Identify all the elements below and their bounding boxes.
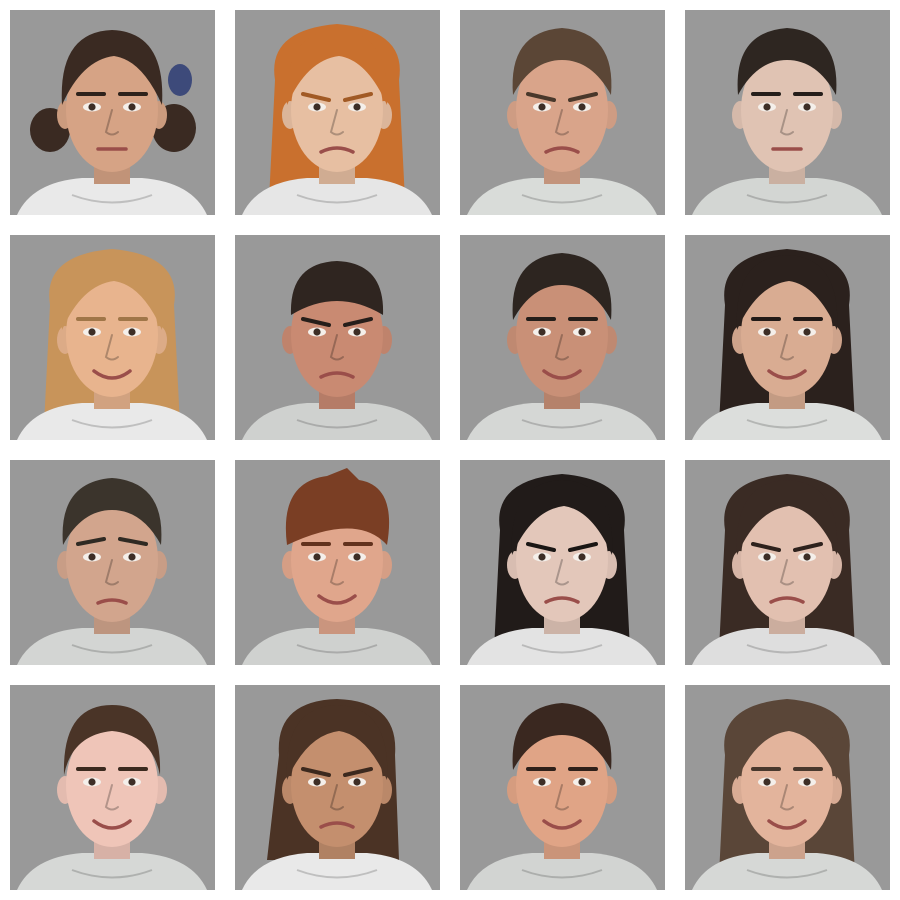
hair bbox=[736, 480, 838, 555]
portrait-image bbox=[692, 28, 882, 215]
photo-grid bbox=[10, 10, 890, 890]
mouth bbox=[319, 821, 355, 829]
face-photo-woman-red-hair bbox=[235, 10, 440, 215]
portrait-image bbox=[242, 468, 432, 665]
portrait-image bbox=[467, 28, 657, 215]
face-photo-man-short-dark-hair bbox=[460, 685, 665, 890]
shirt-collar bbox=[467, 853, 657, 890]
mouth bbox=[767, 819, 807, 830]
portrait-image bbox=[17, 478, 207, 665]
mouth bbox=[542, 369, 582, 380]
shirt-collar bbox=[692, 178, 882, 215]
hair bbox=[286, 30, 388, 105]
shirt-collar bbox=[467, 403, 657, 440]
hair bbox=[511, 480, 613, 555]
shirt-collar bbox=[692, 628, 882, 665]
portrait-image bbox=[692, 474, 882, 665]
portrait-image bbox=[242, 699, 432, 890]
hair bbox=[286, 705, 388, 780]
portrait-image bbox=[242, 24, 432, 215]
portrait-image bbox=[467, 253, 657, 440]
face-photo-man-buzzed-hair bbox=[235, 235, 440, 440]
hair bbox=[61, 255, 163, 330]
portrait-image bbox=[467, 474, 657, 665]
shirt-collar bbox=[242, 853, 432, 890]
face-photo-woman-black-hair bbox=[460, 460, 665, 665]
shirt-collar bbox=[467, 628, 657, 665]
hair bbox=[512, 253, 612, 320]
shirt-collar bbox=[242, 628, 432, 665]
hair bbox=[512, 28, 612, 95]
hair bbox=[285, 468, 390, 545]
mouth bbox=[544, 596, 580, 604]
hair bbox=[290, 261, 384, 315]
shirt-collar bbox=[17, 628, 207, 665]
face-photo-man-stubble bbox=[460, 235, 665, 440]
hair bbox=[737, 28, 837, 95]
mouth bbox=[319, 146, 355, 154]
hair bbox=[63, 705, 161, 775]
face-photo-man-brown-hair bbox=[460, 10, 665, 215]
shirt-collar bbox=[17, 853, 207, 890]
face-photo-woman-dark-hair-updo bbox=[10, 10, 215, 215]
shirt-collar bbox=[692, 853, 882, 890]
hair bbox=[62, 478, 162, 545]
mouth bbox=[317, 594, 357, 605]
mouth bbox=[769, 596, 805, 604]
hair bbox=[61, 30, 163, 105]
shirt-collar bbox=[692, 403, 882, 440]
portrait-image bbox=[242, 261, 432, 440]
portrait-image bbox=[17, 30, 207, 215]
face-photo-man-side-part bbox=[10, 460, 215, 665]
face-photo-man-dark-hair bbox=[685, 10, 890, 215]
shirt-collar bbox=[17, 403, 207, 440]
hair bbox=[736, 705, 838, 780]
shirt-collar bbox=[467, 178, 657, 215]
mouth bbox=[544, 146, 580, 154]
face-photo-woman-brown-bob bbox=[235, 685, 440, 890]
mouth bbox=[319, 371, 355, 379]
face-photo-woman-straight-brown-hair bbox=[685, 685, 890, 890]
portrait-image bbox=[17, 249, 207, 440]
mouth bbox=[92, 819, 132, 830]
face-photo-woman-dark-long-hair bbox=[685, 235, 890, 440]
hair bbox=[736, 255, 838, 330]
shirt-collar bbox=[242, 403, 432, 440]
mouth bbox=[542, 819, 582, 830]
face-photo-woman-pulled-back-hair bbox=[10, 685, 215, 890]
hair bbox=[512, 703, 612, 770]
mouth bbox=[767, 369, 807, 380]
portrait-image bbox=[692, 249, 882, 440]
face-photo-woman-blonde-hair bbox=[10, 235, 215, 440]
portrait-image bbox=[692, 699, 882, 890]
shirt-collar bbox=[242, 178, 432, 215]
shirt-collar bbox=[17, 178, 207, 215]
mouth bbox=[92, 369, 132, 380]
mouth bbox=[96, 598, 128, 605]
portrait-image bbox=[467, 703, 657, 890]
face-photo-man-auburn-hair bbox=[235, 460, 440, 665]
portrait-image bbox=[17, 705, 207, 890]
face-photo-man-long-hair bbox=[685, 460, 890, 665]
